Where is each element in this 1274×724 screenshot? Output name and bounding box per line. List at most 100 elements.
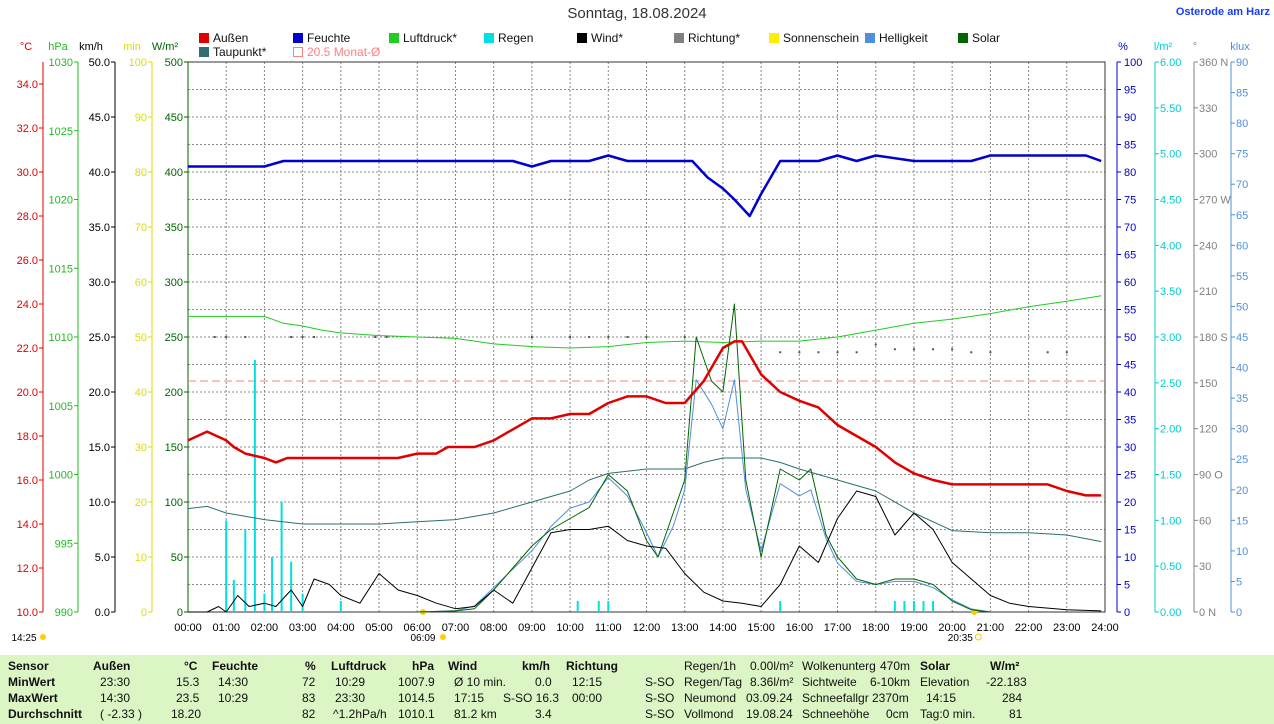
direction-point [225,336,228,338]
press-tick-label: 1015 [49,263,73,275]
legend-swatch [769,33,779,43]
hum-tick-label: 75 [1124,195,1136,207]
sunset-dot [974,633,982,641]
row-max-feuchte-value: 83 [302,691,316,705]
lux-tick-label: 80 [1236,118,1248,130]
temperature-line [187,340,1102,497]
legend-item[interactable]: Taupunkt* [199,45,266,59]
dir-tick-label: 0 N [1199,607,1216,619]
row-max-luft-value: 1014.5 [398,691,435,705]
row-min-richtung-time: 12:15 [572,675,603,689]
temp-tick-label: 14.0 [17,519,38,531]
solar-tick-label: 500 [165,57,183,69]
legend-item[interactable]: Richtung* [674,31,740,45]
wind-tick-label: 5.0 [95,552,110,564]
dir-tick-label: 120 [1199,424,1217,436]
direction-point [530,336,533,338]
press-tick-label: 1020 [49,195,73,207]
wind-line [188,490,1102,613]
sunset-label: 20:35 [948,633,973,644]
legend-item[interactable]: Feuchte [293,31,350,45]
legend-swatch [293,47,303,57]
legend-item[interactable]: 20.5 Monat-Ø [293,45,380,59]
lux-tick-label: 0 [1236,607,1242,619]
info-val-3: 03.09.24 [746,691,793,705]
temp-tick-label: 18.0 [17,431,38,443]
info-key-7: Schneefallgr [802,691,869,705]
wind-axis-unit: km/h [79,41,103,53]
press-tick-label: 995 [55,538,73,550]
direction-point [607,336,610,338]
info-key-8: Schneehöhe [802,707,870,721]
luftdruck-unit: hPa [412,659,435,673]
temp-tick-label: 22.0 [17,343,38,355]
legend-label: Außen [213,31,249,45]
sun-axis-unit: min [123,41,141,53]
dir-tick-label: 180 S [1199,332,1228,344]
direction-point [244,336,247,338]
info-val-2: 8.36l/m² [750,675,794,689]
sun-tick-label: 80 [135,167,147,179]
wind-tick-label: 40.0 [89,167,110,179]
rain-tick-label: 2.00 [1160,424,1181,436]
rain-tick-label: 6.00 [1160,57,1181,69]
wind-tick-label: 10.0 [89,497,110,509]
temp-tick-label: 16.0 [17,475,38,487]
sunrise-label: 06:09 [410,633,435,644]
solar-tick-label: 250 [165,332,183,344]
weather-chart: °C 10.0 12.0 14.0 16.0 18.0 20.0 22.0 24.0 26.0 28… [11,41,1250,644]
time-tick-label: 11:00 [595,622,622,634]
legend-label: Luftdruck* [403,31,458,45]
lux-tick-label: 90 [1236,57,1248,69]
dir-tick-label: 210 [1199,286,1217,298]
statistics-footer: Sensor Außen °C Feuchte % Luftdruck hPa … [0,655,1274,724]
info-key-2: Regen/Tag [684,675,743,689]
solar-tick-label: 100 [165,497,183,509]
legend-swatch [958,33,968,43]
row-min-wind-value: 0.0 [535,675,552,689]
rain-tick-label: 1.50 [1160,470,1181,482]
hum-tick-label: 15 [1124,525,1136,537]
rain-tick-label: 3.00 [1160,332,1181,344]
dir-tick-label: 150 [1199,378,1217,390]
legend-swatch [577,33,587,43]
location-link[interactable]: Osterode am Harz [1175,6,1270,18]
legend-label: Solar [972,31,1001,45]
solar-val-3: 81 [1009,707,1023,721]
time-tick-label: 12:00 [633,622,661,634]
legend-item[interactable]: Außen [199,31,248,45]
time-tick-label: 00:00 [174,622,202,634]
rain-tick-label: 2.50 [1160,378,1181,390]
wind-tick-label: 30.0 [89,277,110,289]
time-tick-label: 07:00 [442,622,470,634]
press-axis-unit: hPa [48,41,68,53]
hum-tick-label: 100 [1124,57,1142,69]
time-tick-label: 14:00 [709,622,737,634]
dir-tick-label: 330 [1199,103,1217,115]
legend-item[interactable]: Regen [484,31,533,45]
wind-tick-label: 15.0 [89,442,110,454]
legend-item[interactable]: Luftdruck* [389,31,457,45]
legend-item[interactable]: Helligkeit [865,31,928,45]
legend-item[interactable]: Wind* [577,31,623,45]
info-val-7: 2370m [872,691,909,705]
info-val-5: 470m [880,659,911,673]
legend-label: 20.5 Monat-Ø [307,45,381,59]
hum-tick-label: 35 [1124,415,1136,427]
now-marker-dot [40,634,46,640]
solar-tick-label: 0 [177,607,183,619]
temp-tick-label: 30.0 [17,167,38,179]
row-avg-wind-time: 81.2 km [454,707,497,721]
time-tick-label: 08:00 [480,622,508,634]
legend-swatch [199,33,209,43]
hum-tick-label: 95 [1124,85,1136,97]
sun-tick-label: 10 [135,552,147,564]
time-tick-label: 20:00 [938,622,966,634]
time-tick-label: 05:00 [365,622,393,634]
direction-point [588,336,591,338]
time-tick-label: 02:00 [251,622,279,634]
legend-item[interactable]: Sonnenschein [769,31,859,45]
direction-point [1065,351,1068,354]
lux-tick-label: 20 [1236,485,1248,497]
legend-item[interactable]: Solar [958,31,1000,45]
